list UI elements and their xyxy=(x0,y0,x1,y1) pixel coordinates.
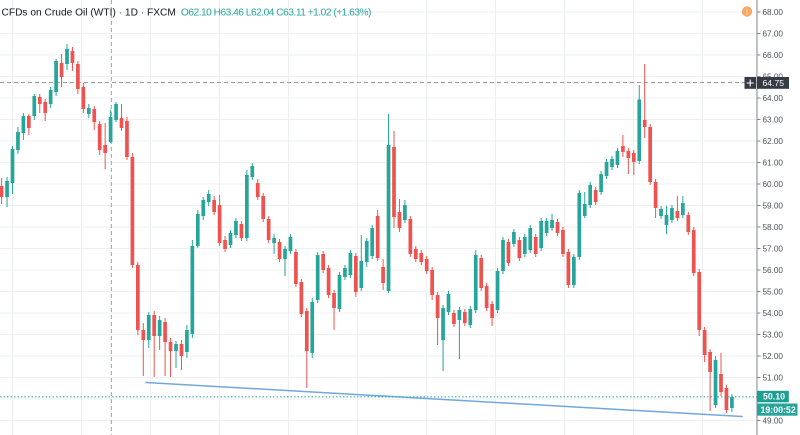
svg-text:67.00: 67.00 xyxy=(763,29,784,38)
svg-text:19:00:52: 19:00:52 xyxy=(761,405,796,415)
svg-text:!: ! xyxy=(746,7,749,16)
svg-text:60.00: 60.00 xyxy=(763,180,784,189)
svg-text:51.00: 51.00 xyxy=(763,373,784,382)
svg-text:58.00: 58.00 xyxy=(763,223,784,232)
svg-text:63.00: 63.00 xyxy=(763,115,784,124)
svg-text:64.75: 64.75 xyxy=(763,78,785,88)
svg-text:53.00: 53.00 xyxy=(763,330,784,339)
svg-text:49.00: 49.00 xyxy=(763,416,784,425)
svg-text:62.00: 62.00 xyxy=(763,137,784,146)
svg-text:59.00: 59.00 xyxy=(763,201,784,210)
svg-text:68.00: 68.00 xyxy=(763,8,784,17)
svg-text:56.00: 56.00 xyxy=(763,266,784,275)
svg-text:55.00: 55.00 xyxy=(763,287,784,296)
svg-text:54.00: 54.00 xyxy=(763,309,784,318)
svg-text:50.10: 50.10 xyxy=(763,392,785,402)
svg-text:65.00: 65.00 xyxy=(763,72,784,81)
svg-text:66.00: 66.00 xyxy=(763,51,784,60)
svg-text:64.00: 64.00 xyxy=(763,94,784,103)
svg-text:CFDs on Crude Oil (WTI) · 1D ·: CFDs on Crude Oil (WTI) · 1D · FXCM O62.1… xyxy=(2,8,372,19)
svg-text:57.00: 57.00 xyxy=(763,244,784,253)
svg-text:61.00: 61.00 xyxy=(763,158,784,167)
svg-text:52.00: 52.00 xyxy=(763,352,784,361)
